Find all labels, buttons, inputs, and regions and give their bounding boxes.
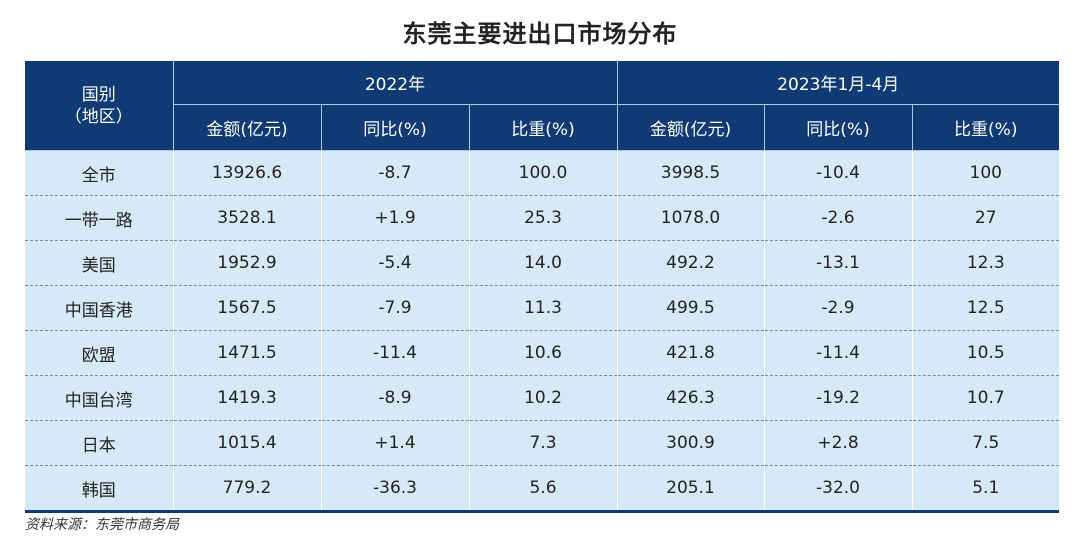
col-header-share-2023: 比重(%) bbox=[911, 104, 1059, 151]
region-header-sublabel: （地区） bbox=[64, 106, 133, 127]
cell-region: 中国台湾 bbox=[25, 375, 173, 421]
cell-share-2022: 14.0 bbox=[468, 240, 617, 286]
table-row: 全市 13926.6 -8.7 100.0 3998.5 -10.4 100 bbox=[25, 150, 1059, 196]
cell-share-2023: 12.3 bbox=[911, 240, 1059, 286]
cell-amount-2023: 499.5 bbox=[616, 285, 764, 331]
cell-amount-2022: 13926.6 bbox=[172, 150, 321, 196]
cell-share-2023: 10.5 bbox=[911, 330, 1059, 376]
table-row: 中国香港 1567.5 -7.9 11.3 499.5 -2.9 12.5 bbox=[25, 285, 1059, 331]
cell-region: 一带一路 bbox=[25, 195, 173, 241]
cell-yoy-2022: +1.4 bbox=[320, 420, 469, 466]
table-row: 美国 1952.9 -5.4 14.0 492.2 -13.1 12.3 bbox=[25, 240, 1059, 286]
group-header-2022: 2022年 bbox=[172, 61, 617, 105]
cell-share-2023: 10.7 bbox=[911, 375, 1059, 421]
cell-yoy-2023: -2.6 bbox=[763, 195, 912, 241]
cell-yoy-2023: -10.4 bbox=[763, 150, 912, 196]
cell-region: 全市 bbox=[25, 150, 173, 196]
source-note: 资料来源：东莞市商务局 bbox=[25, 517, 179, 533]
cell-share-2022: 7.3 bbox=[468, 420, 617, 466]
cell-region: 美国 bbox=[25, 240, 173, 286]
col-header-yoy-2022: 同比(%) bbox=[320, 104, 469, 151]
cell-share-2023: 100 bbox=[911, 150, 1059, 196]
cell-yoy-2022: -36.3 bbox=[320, 465, 469, 513]
cell-share-2023: 12.5 bbox=[911, 285, 1059, 331]
cell-yoy-2022: -8.9 bbox=[320, 375, 469, 421]
cell-yoy-2022: -8.7 bbox=[320, 150, 469, 196]
cell-amount-2023: 1078.0 bbox=[616, 195, 764, 241]
cell-share-2022: 10.2 bbox=[468, 375, 617, 421]
cell-amount-2022: 779.2 bbox=[172, 465, 321, 513]
cell-amount-2023: 300.9 bbox=[616, 420, 764, 466]
cell-amount-2022: 1471.5 bbox=[172, 330, 321, 376]
cell-yoy-2023: -13.1 bbox=[763, 240, 912, 286]
page-title: 东莞主要进出口市场分布 bbox=[402, 20, 678, 48]
cell-share-2023: 7.5 bbox=[911, 420, 1059, 466]
table-row: 一带一路 3528.1 +1.9 25.3 1078.0 -2.6 27 bbox=[25, 195, 1059, 241]
region-header: 国别 （地区） bbox=[25, 61, 173, 151]
cell-share-2022: 5.6 bbox=[468, 465, 617, 513]
table-row: 欧盟 1471.5 -11.4 10.6 421.8 -11.4 10.5 bbox=[25, 330, 1059, 376]
cell-share-2023: 5.1 bbox=[911, 465, 1059, 513]
cell-yoy-2023: -32.0 bbox=[763, 465, 912, 513]
cell-region: 中国香港 bbox=[25, 285, 173, 331]
cell-share-2023: 27 bbox=[911, 195, 1059, 241]
cell-region: 欧盟 bbox=[25, 330, 173, 376]
cell-yoy-2023: -11.4 bbox=[763, 330, 912, 376]
market-table: 国别 （地区） 2022年 2023年1月-4月 金额(亿元) 同比(%) 比重… bbox=[25, 61, 1059, 513]
cell-yoy-2023: -2.9 bbox=[763, 285, 912, 331]
cell-region: 韩国 bbox=[25, 465, 173, 513]
cell-amount-2023: 205.1 bbox=[616, 465, 764, 513]
col-header-yoy-2023: 同比(%) bbox=[763, 104, 912, 151]
col-header-amount-2023: 金额(亿元) bbox=[616, 104, 764, 151]
cell-yoy-2022: -11.4 bbox=[320, 330, 469, 376]
cell-region: 日本 bbox=[25, 420, 173, 466]
header-row-groups: 国别 （地区） 2022年 2023年1月-4月 bbox=[25, 61, 1059, 151]
table-row: 韩国 779.2 -36.3 5.6 205.1 -32.0 5.1 bbox=[25, 465, 1059, 513]
cell-amount-2023: 492.2 bbox=[616, 240, 764, 286]
cell-amount-2023: 421.8 bbox=[616, 330, 764, 376]
col-header-share-2022: 比重(%) bbox=[468, 104, 617, 151]
table-row: 中国台湾 1419.3 -8.9 10.2 426.3 -19.2 10.7 bbox=[25, 375, 1059, 421]
region-header-label: 国别 bbox=[81, 84, 116, 105]
cell-amount-2023: 426.3 bbox=[616, 375, 764, 421]
cell-yoy-2022: -7.9 bbox=[320, 285, 469, 331]
cell-yoy-2022: -5.4 bbox=[320, 240, 469, 286]
cell-yoy-2023: +2.8 bbox=[763, 420, 912, 466]
cell-yoy-2022: +1.9 bbox=[320, 195, 469, 241]
cell-amount-2022: 1952.9 bbox=[172, 240, 321, 286]
table-row: 日本 1015.4 +1.4 7.3 300.9 +2.8 7.5 bbox=[25, 420, 1059, 466]
col-header-amount-2022: 金额(亿元) bbox=[172, 104, 321, 151]
cell-share-2022: 100.0 bbox=[468, 150, 617, 196]
header-row-columns: 金额(亿元) 同比(%) 比重(%) 金额(亿元) 同比(%) 比重(%) bbox=[25, 104, 1059, 151]
cell-amount-2022: 1567.5 bbox=[172, 285, 321, 331]
cell-yoy-2023: -19.2 bbox=[763, 375, 912, 421]
cell-amount-2022: 3528.1 bbox=[172, 195, 321, 241]
cell-share-2022: 11.3 bbox=[468, 285, 617, 331]
cell-amount-2022: 1015.4 bbox=[172, 420, 321, 466]
cell-share-2022: 10.6 bbox=[468, 330, 617, 376]
group-header-2023: 2023年1月-4月 bbox=[616, 61, 1059, 105]
cell-amount-2023: 3998.5 bbox=[616, 150, 764, 196]
cell-share-2022: 25.3 bbox=[468, 195, 617, 241]
cell-amount-2022: 1419.3 bbox=[172, 375, 321, 421]
